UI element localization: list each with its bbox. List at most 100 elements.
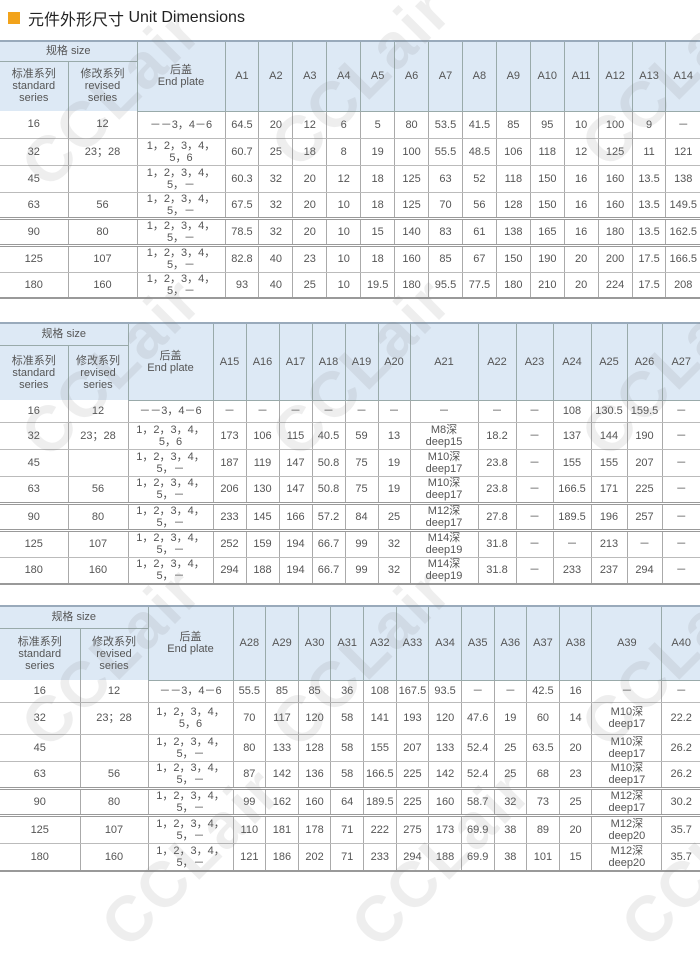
table-cell: 32 <box>377 530 410 558</box>
table-cell: 294 <box>395 843 429 872</box>
table-cell: 181 <box>265 815 299 844</box>
table-cell: － <box>661 530 700 558</box>
table-cell: 70 <box>428 192 463 220</box>
table-cell: － <box>591 680 662 703</box>
table-cell: 108 <box>552 400 591 423</box>
table-cell: 110 <box>232 815 266 844</box>
column-header-a27: A27 <box>661 323 700 401</box>
table-cell: 193 <box>395 702 429 735</box>
table-cell: 45 <box>0 449 68 477</box>
table-cell: 26.2 <box>661 734 700 762</box>
end-plate-header: 后盖 End plate <box>127 323 213 401</box>
table-cell: 67.5 <box>224 192 259 220</box>
column-header-a28: A28 <box>232 606 266 681</box>
table-cell: 16 <box>558 680 592 703</box>
table-cell: 31.8 <box>477 530 516 558</box>
standard-series-header: 标准系列 standard series <box>0 628 80 680</box>
table-cell: 10 <box>326 272 361 299</box>
table-cell: 142 <box>265 761 299 790</box>
table-cell: 85 <box>428 245 463 273</box>
table-cell: 38 <box>493 843 527 872</box>
table-cell: 58.7 <box>460 788 494 817</box>
table-cell: 12 <box>292 111 327 139</box>
table-cell: 294 <box>212 557 246 585</box>
table-cell: 53.5 <box>428 111 463 139</box>
table-cell: 20 <box>292 192 327 220</box>
table-cell: 171 <box>590 476 627 505</box>
table-cell: 173 <box>428 815 462 844</box>
table-cell: 56 <box>67 192 137 220</box>
table-cell: － <box>344 400 378 423</box>
table-cell: 125 <box>0 530 68 558</box>
table-cell: 145 <box>245 503 279 532</box>
table-cell: 25 <box>258 138 293 166</box>
table-cell: 1，2，3，4， 5，－ <box>127 476 213 505</box>
table-row: 180 160 1，2，3，4， 5，－ 93 40 25 10 19.5 180 95.5 77.5… <box>0 272 700 299</box>
table-cell: 63 <box>0 192 68 220</box>
size-header: 规格 size <box>0 323 128 346</box>
table-cell: M14深 deep19 <box>409 557 478 585</box>
table-cell: 125 <box>394 192 429 220</box>
table-cell: 58 <box>330 734 364 762</box>
column-header-a10: A10 <box>529 41 565 112</box>
table-cell: － <box>493 680 527 703</box>
table-row: 32 23；28 1，2，3，4， 5，6 173 106 115 40.5 59 13 M8深 de… <box>0 422 700 450</box>
table-cell: 1，2，3，4， 5，6 <box>127 422 213 450</box>
standard-series-header: 标准系列 standard series <box>0 61 68 111</box>
table-cell: 207 <box>395 734 429 762</box>
table-cell: 1，2，3，4， 5，－ <box>127 503 213 532</box>
revised-series-header: 修改系列 revised series <box>67 345 128 400</box>
table-cell: 35.7 <box>661 843 700 872</box>
table-cell: 20 <box>563 245 599 273</box>
table-cell: 18.2 <box>477 422 516 450</box>
table-cell: 162 <box>265 788 299 817</box>
table-cell: 45 <box>0 734 80 762</box>
table-cell: 224 <box>597 272 633 299</box>
table-cell: 107 <box>67 530 128 558</box>
table-cell: 160 <box>67 557 128 585</box>
table-cell: 25 <box>558 788 592 817</box>
table-cell: 12 <box>67 111 137 139</box>
table-cell: 166.5 <box>363 761 397 790</box>
table-row: 63 56 1，2，3，4， 5，－ 87 142 136 58 166.5 225 142 52.4… <box>0 761 700 790</box>
table-cell: 75 <box>344 476 378 505</box>
table-cell: 25 <box>493 734 527 762</box>
table-cell: 12 <box>326 165 361 193</box>
table-cell: 58 <box>330 761 364 790</box>
table-cell: －－3，4－6 <box>147 680 233 703</box>
table-cell: 252 <box>212 530 246 558</box>
table-cell: 75 <box>344 449 378 477</box>
table-cell: 155 <box>590 449 627 477</box>
table-cell: 32 <box>493 788 527 817</box>
column-header-a12: A12 <box>597 41 633 112</box>
dimension-table-2: 规格 size 后盖 End plate A15 A16 A17 A18 A19 A20 A21 A… <box>0 322 700 585</box>
table-cell <box>79 734 148 762</box>
table-cell: 63 <box>0 761 80 790</box>
table-cell: 1，2，3，4， 5，6 <box>136 138 225 166</box>
size-header: 规格 size <box>0 41 137 62</box>
table-row: 90 80 1，2，3，4， 5，－ 233 145 166 57.2 84 25 M12深 deep… <box>0 503 700 532</box>
table-cell: 106 <box>495 138 531 166</box>
table-cell: 67 <box>461 245 497 273</box>
table-cell: 142 <box>428 761 462 790</box>
table-cell: 106 <box>245 422 279 450</box>
table-cell: 13.5 <box>631 192 666 220</box>
table-cell: 190 <box>529 245 565 273</box>
table-cell: M12深 deep17 <box>409 503 478 532</box>
table-cell: 166.5 <box>665 245 700 273</box>
table-cell: － <box>409 400 478 423</box>
table-cell: 45 <box>0 165 68 193</box>
column-header-a22: A22 <box>477 323 516 401</box>
revised-series-header: 修改系列 revised series <box>67 61 137 111</box>
table-cell: M10深 deep17 <box>409 476 478 505</box>
table-cell: 23.8 <box>477 476 516 505</box>
table-cell: 13.5 <box>631 165 666 193</box>
table-cell: 119 <box>245 449 279 477</box>
table-cell: 178 <box>297 815 331 844</box>
end-plate-header: 后盖 End plate <box>147 606 233 681</box>
table-cell: 63 <box>0 476 68 505</box>
section-marker-icon <box>8 12 20 24</box>
table-cell: 147 <box>278 476 312 505</box>
size-header: 规格 size <box>0 606 148 629</box>
table-cell: － <box>661 557 700 585</box>
